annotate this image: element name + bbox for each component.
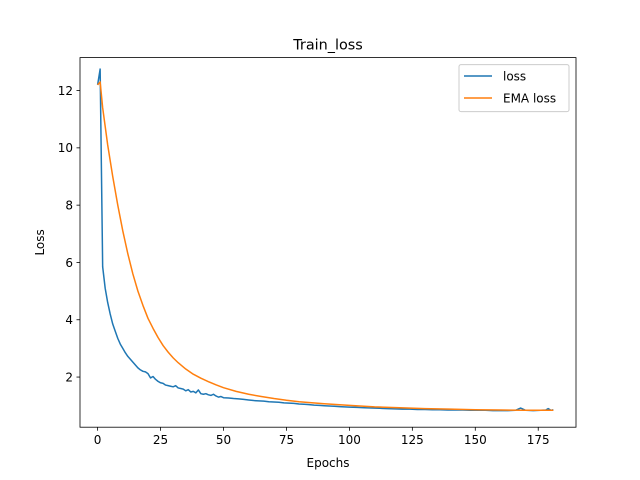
plot-frame (79, 57, 577, 428)
y-tick-label: 2 (65, 370, 73, 384)
x-tick-label: 75 (279, 433, 294, 447)
y-axis-label: Loss (33, 229, 47, 255)
tick-layer: 0 25 50 75 100 125 150 175 2 4 6 8 10 12 (58, 84, 550, 447)
legend: loss EMA loss (458, 64, 570, 113)
y-tick-label: 10 (58, 141, 73, 155)
x-tick-label: 125 (401, 433, 424, 447)
x-tick-label: 150 (464, 433, 487, 447)
x-axis-label: Epochs (307, 456, 350, 470)
series-line-loss (96, 68, 554, 412)
plot-area (80, 57, 576, 428)
x-tick-label: 50 (216, 433, 231, 447)
y-tick-label: 12 (58, 84, 73, 98)
y-tick-label: 8 (65, 198, 73, 212)
series-line-ema-loss (97, 81, 554, 412)
x-tick-label: 25 (153, 433, 168, 447)
chart-title: Train_loss (292, 38, 363, 54)
x-tick-label: 0 (94, 433, 102, 447)
y-tick-label: 4 (65, 313, 73, 327)
legend-label-loss: loss (503, 69, 526, 83)
series-layer (96, 68, 554, 412)
x-tick-label: 175 (527, 433, 550, 447)
y-tick-label: 6 (65, 256, 73, 270)
legend-label-ema-loss: EMA loss (503, 91, 556, 105)
x-tick-label: 100 (338, 433, 361, 447)
